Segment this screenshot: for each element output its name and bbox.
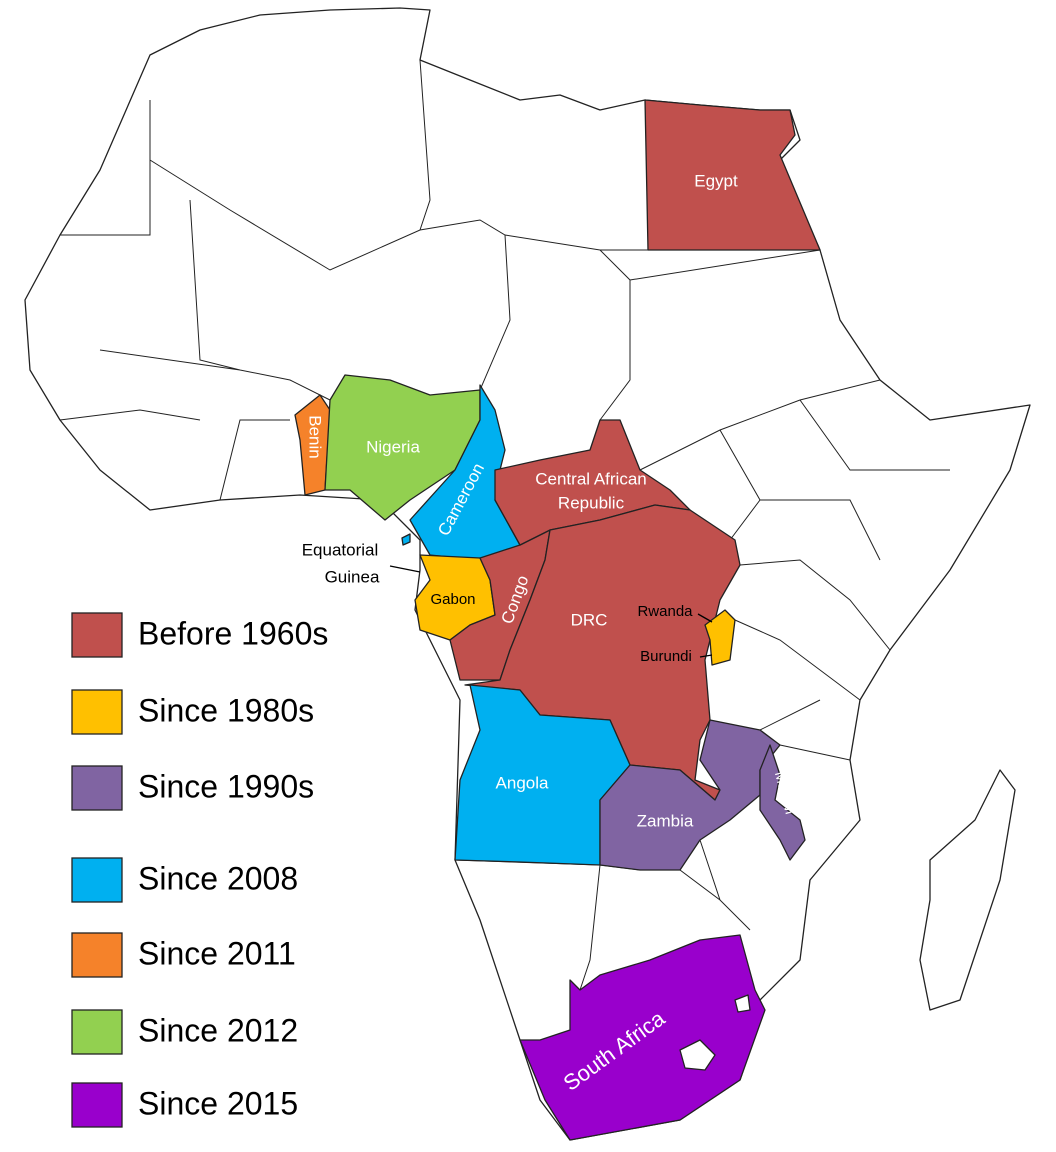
country-label: Central African xyxy=(535,469,647,488)
legend-swatch xyxy=(71,1082,123,1128)
car-shape xyxy=(494,419,691,546)
legend-label: Since 2015 xyxy=(138,1085,298,1121)
rwanda-burundi-shape xyxy=(704,609,736,666)
legend-label: Since 2008 xyxy=(138,860,298,896)
legend-swatch xyxy=(71,765,123,811)
country-label: Rwanda xyxy=(637,603,693,620)
legend: Before 1960s Since 1980s Since 1990s Since … xyxy=(71,612,328,1128)
legend-label: Since 1980s xyxy=(138,692,314,728)
country-label: Burundi xyxy=(640,648,692,665)
country-label: Republic xyxy=(558,493,625,512)
leader-line xyxy=(697,613,713,623)
country-label: Egypt xyxy=(694,171,738,190)
country-label: Benin xyxy=(306,415,325,458)
legend-label: Since 2012 xyxy=(138,1012,298,1048)
legend-swatch xyxy=(71,857,123,903)
country-label: Angola xyxy=(496,773,549,792)
leader-line xyxy=(699,654,713,658)
legend-swatch xyxy=(71,932,123,978)
country-label: Nigeria xyxy=(366,437,420,456)
legend-label: Since 1990s xyxy=(138,768,314,804)
legend-swatch xyxy=(71,1009,123,1055)
leader-lines xyxy=(389,565,713,658)
country-label: DRC xyxy=(571,610,608,629)
country-label: Gabon xyxy=(430,591,475,608)
swaziland xyxy=(734,994,751,1013)
country-label: Guinea xyxy=(325,567,380,586)
legend-label: Before 1960s xyxy=(138,615,328,651)
egypt-shape xyxy=(644,99,821,251)
legend-swatch xyxy=(71,612,123,658)
legend-swatch xyxy=(71,689,123,735)
lesotho xyxy=(679,1039,716,1071)
country-label: Equatorial xyxy=(302,540,379,559)
bioko-island xyxy=(401,533,411,546)
leader-line xyxy=(389,565,421,573)
south-africa-shape xyxy=(519,934,766,1141)
malawi-shape xyxy=(759,744,806,861)
madagascar xyxy=(919,769,1016,1011)
borders xyxy=(59,59,950,991)
colored-countries xyxy=(294,99,821,1141)
country-label: Zambia xyxy=(637,811,694,830)
legend-label: Since 2011 xyxy=(138,935,296,971)
